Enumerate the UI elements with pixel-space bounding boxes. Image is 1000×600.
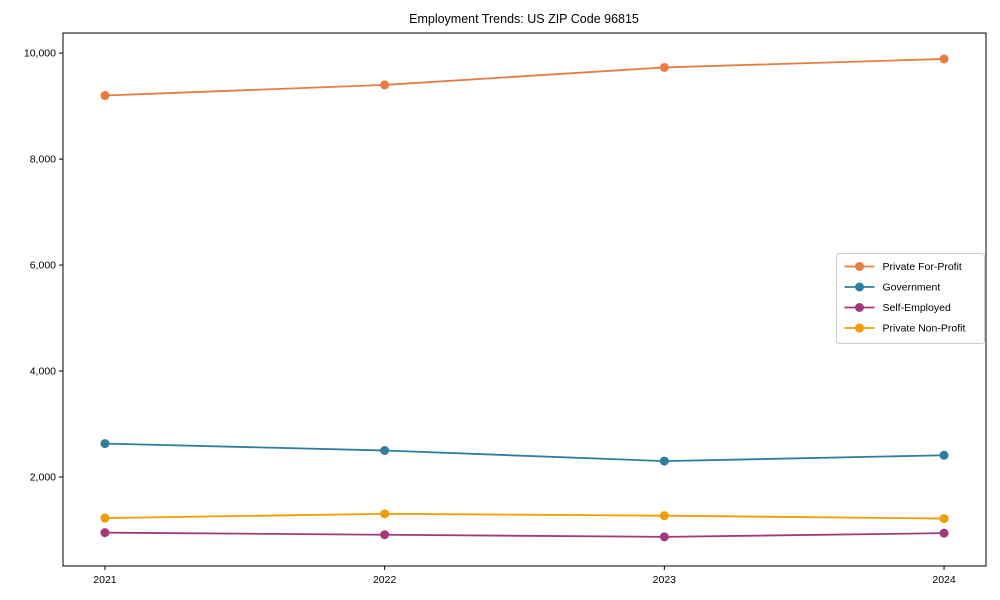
- data-point-government-2021: [100, 439, 110, 449]
- x-tick-label: 2024: [932, 574, 956, 586]
- y-tick-label: 4,000: [30, 366, 56, 378]
- data-point-private-for-profit-2021: [100, 91, 110, 101]
- plot-frame: [62, 32, 987, 567]
- legend-entry-government: Government: [844, 282, 941, 294]
- data-point-private-non-profit-2021: [100, 513, 110, 523]
- data-point-private-non-profit-2023: [659, 511, 669, 521]
- x-tick-label: 2023: [653, 574, 677, 586]
- legend-box: [836, 253, 985, 344]
- data-point-private-non-profit-2022: [380, 509, 390, 519]
- legend-marker: [855, 282, 864, 292]
- data-point-self-employed-2024: [939, 528, 949, 538]
- legend-entry-private-non-profit: Private Non-Profit: [844, 323, 966, 335]
- x-tick-label: 2021: [93, 574, 117, 586]
- legend-label: Government: [883, 282, 941, 294]
- y-tick-label: 2,000: [30, 471, 56, 483]
- data-point-self-employed-2022: [380, 530, 390, 540]
- legend-marker: [855, 303, 864, 312]
- series-group: [100, 54, 949, 542]
- data-point-private-non-profit-2024: [939, 514, 949, 524]
- series-line-self-employed: [104, 531, 945, 538]
- x-tick-label: 2022: [373, 574, 397, 586]
- series-line-government: [104, 442, 945, 462]
- data-point-self-employed-2021: [100, 528, 110, 538]
- y-tick-label: 8,000: [30, 154, 56, 166]
- legend-label: Private Non-Profit: [883, 323, 966, 335]
- legend: Private For-Profit Government Self-Employe…: [836, 253, 985, 344]
- axis-ticks: 2,000 4,000 6,000 8,000 10,000 2021 2022 2023 20…: [24, 48, 956, 586]
- data-point-self-employed-2023: [659, 532, 669, 542]
- series-line-private-for-profit: [104, 58, 945, 97]
- legend-marker: [855, 262, 864, 271]
- legend-marker: [855, 323, 864, 333]
- legend-label: Private For-Profit: [883, 261, 962, 273]
- plot-border: [62, 32, 987, 567]
- data-point-government-2023: [659, 456, 669, 466]
- y-tick-label: 6,000: [30, 260, 56, 272]
- series-line-private-non-profit: [104, 512, 945, 520]
- data-point-government-2022: [380, 445, 390, 455]
- legend-label: Self-Employed: [883, 302, 951, 314]
- legend-entry-private-for-profit: Private For-Profit: [844, 261, 962, 273]
- legend-entry-self-employed: Self-Employed: [844, 302, 951, 314]
- chart-title: Employment Trends: US ZIP Code 96815: [409, 12, 639, 26]
- data-point-government-2024: [939, 450, 949, 460]
- data-point-private-for-profit-2023: [659, 62, 669, 72]
- data-point-private-for-profit-2022: [380, 80, 390, 90]
- y-tick-label: 10,000: [24, 48, 56, 60]
- data-point-private-for-profit-2024: [939, 54, 949, 64]
